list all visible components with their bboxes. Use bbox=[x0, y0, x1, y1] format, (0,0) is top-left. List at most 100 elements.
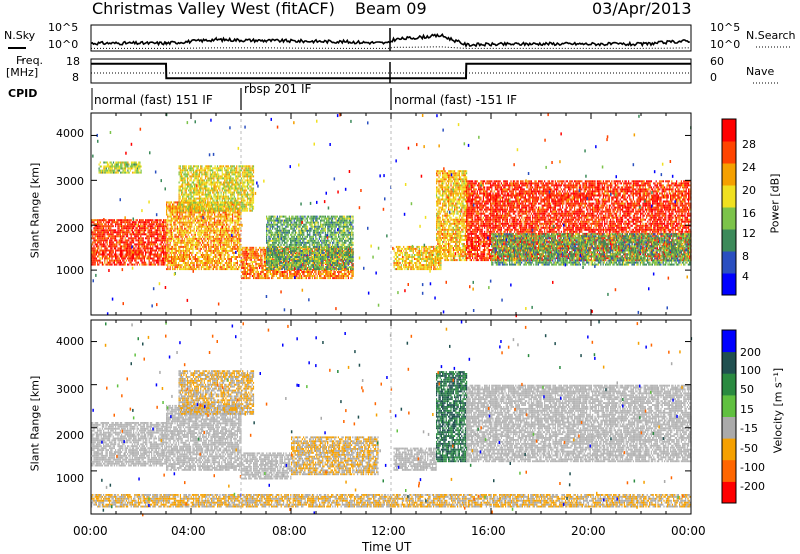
heatmap-cell bbox=[195, 173, 197, 176]
heatmap-cell bbox=[188, 223, 190, 226]
heatmap-cell bbox=[236, 187, 238, 190]
heatmap-cell bbox=[131, 221, 133, 224]
heatmap-cell bbox=[204, 264, 206, 267]
heatmap-cell bbox=[231, 209, 233, 212]
heatmap-cell bbox=[196, 264, 198, 267]
heatmap-cell bbox=[198, 264, 200, 267]
heatmap-cell bbox=[220, 264, 222, 267]
heatmap-cell bbox=[207, 165, 209, 168]
heatmap-cell bbox=[112, 251, 114, 254]
heatmap-cell bbox=[127, 257, 129, 260]
heatmap-cell bbox=[228, 187, 231, 190]
heatmap-cell bbox=[221, 169, 223, 172]
heatmap-cell bbox=[178, 239, 180, 242]
heatmap-cell bbox=[198, 233, 200, 236]
heatmap-cell bbox=[211, 201, 213, 204]
heatmap-cell bbox=[185, 268, 187, 271]
heatmap-cell bbox=[137, 253, 139, 256]
heatmap-cell bbox=[175, 247, 177, 250]
heatmap-cell bbox=[198, 231, 200, 234]
heatmap-cell bbox=[109, 233, 111, 236]
heatmap-cell bbox=[200, 169, 202, 172]
heatmap-cell bbox=[221, 241, 223, 244]
heatmap-cell bbox=[197, 256, 199, 258]
heatmap-cell bbox=[238, 221, 240, 224]
heatmap-cell bbox=[203, 264, 205, 267]
heatmap-cell bbox=[110, 169, 112, 172]
heatmap-cell bbox=[168, 237, 170, 240]
heatmap-cell bbox=[216, 245, 218, 248]
heatmap-cell bbox=[220, 167, 222, 170]
heatmap-cell bbox=[152, 219, 154, 222]
heatmap-cell bbox=[109, 241, 111, 244]
heatmap-cell bbox=[230, 258, 232, 260]
heatmap-cell bbox=[127, 171, 129, 174]
heatmap-cell bbox=[268, 271, 270, 273]
heatmap-cell bbox=[242, 171, 244, 174]
heatmap-cell bbox=[161, 247, 163, 250]
heatmap-cell bbox=[170, 227, 172, 230]
heatmap-cell bbox=[278, 254, 280, 257]
heatmap-cell bbox=[97, 249, 99, 252]
heatmap-cell bbox=[252, 179, 255, 182]
heatmap-cell bbox=[202, 191, 204, 194]
heatmap-cell bbox=[183, 169, 185, 172]
heatmap-cell bbox=[196, 215, 198, 218]
heatmap-cell bbox=[185, 235, 187, 238]
heatmap-cell bbox=[265, 273, 267, 275]
heatmap-cell bbox=[183, 205, 185, 208]
heatmap-cell bbox=[170, 249, 172, 252]
heatmap-cell bbox=[214, 249, 216, 252]
heatmap-cell bbox=[125, 249, 127, 252]
heatmap-cell bbox=[203, 169, 205, 172]
heatmap-cell bbox=[224, 241, 226, 244]
heatmap-cell bbox=[140, 249, 142, 252]
heatmap-cell bbox=[178, 229, 180, 232]
heatmap-cell bbox=[179, 213, 181, 216]
heatmap-cell bbox=[149, 263, 151, 266]
heatmap-cell bbox=[161, 235, 163, 238]
heatmap-cell bbox=[243, 199, 245, 202]
heatmap-cell bbox=[213, 175, 215, 178]
heatmap-cell bbox=[110, 165, 112, 168]
heatmap-cell bbox=[204, 235, 206, 238]
heatmap-cell bbox=[176, 229, 178, 232]
heatmap-cell bbox=[265, 264, 267, 267]
heatmap-cell bbox=[221, 266, 223, 269]
heatmap-cell bbox=[222, 195, 225, 198]
heatmap-cell bbox=[180, 207, 183, 210]
heatmap-cell bbox=[101, 229, 103, 232]
heatmap-cell bbox=[112, 241, 114, 244]
heatmap-cell bbox=[179, 219, 181, 222]
heatmap-cell bbox=[204, 254, 206, 256]
heatmap-cell bbox=[195, 193, 197, 196]
heatmap-cell bbox=[231, 169, 233, 172]
heatmap-cell bbox=[245, 209, 247, 212]
heatmap-cell bbox=[203, 256, 205, 258]
heatmap-cell bbox=[191, 268, 193, 271]
heatmap-cell bbox=[159, 257, 161, 260]
heatmap-cell bbox=[211, 221, 213, 224]
heatmap-cell bbox=[251, 207, 253, 210]
heatmap-cell bbox=[231, 187, 233, 190]
heatmap-cell bbox=[279, 275, 281, 277]
heatmap-cell bbox=[261, 267, 263, 269]
heatmap-cell bbox=[174, 268, 176, 271]
heatmap-cell bbox=[263, 250, 265, 253]
heatmap-cell bbox=[146, 251, 148, 254]
heatmap-cell bbox=[201, 165, 203, 168]
heatmap-cell bbox=[142, 247, 144, 250]
heatmap-cell bbox=[111, 247, 113, 250]
heatmap-cell bbox=[170, 223, 172, 226]
heatmap-cell bbox=[152, 253, 154, 256]
heatmap-cell bbox=[212, 221, 214, 224]
heatmap-cell bbox=[189, 191, 191, 194]
heatmap-cell bbox=[253, 260, 255, 263]
heatmap-cell bbox=[190, 211, 192, 214]
heatmap-cell bbox=[224, 268, 226, 271]
heatmap-cell bbox=[280, 264, 282, 267]
heatmap-cell bbox=[158, 263, 160, 266]
heatmap-cell bbox=[166, 205, 168, 208]
heatmap-cell bbox=[202, 219, 204, 222]
heatmap-cell bbox=[118, 229, 120, 232]
